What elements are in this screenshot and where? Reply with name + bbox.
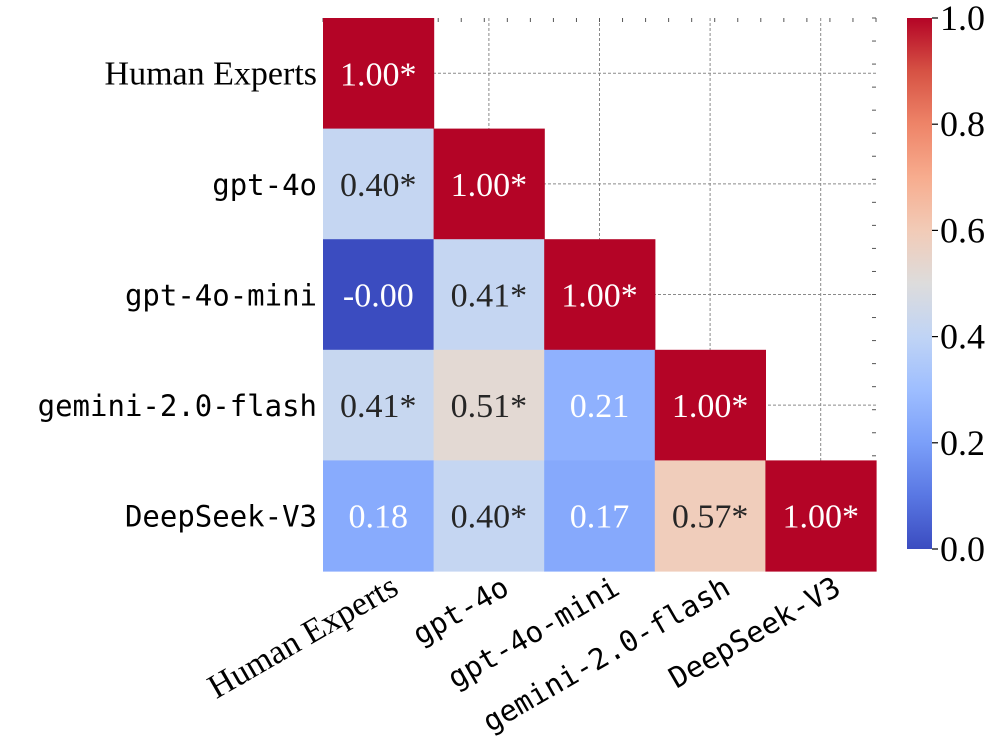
heatmap-cell-deepseek-v3-gpt-4o-mini bbox=[544, 460, 656, 572]
cell-label: 0.18 bbox=[349, 499, 409, 536]
heatmap-cell-gemini-2-0-flash-gemini-2-0-flash bbox=[654, 349, 766, 461]
heatmap-cell-gpt-4o-mini-human-experts bbox=[323, 239, 435, 351]
row-tick-labels: Human Experts gpt-4o gpt-4o-mini gemini-2.0… bbox=[38, 55, 317, 533]
cell-label: 1.00* bbox=[451, 167, 528, 204]
row-label-gpt-4o-mini: gpt-4o-mini bbox=[125, 279, 317, 313]
heatmap-cell-gpt-4o-mini-gpt-4o-mini bbox=[544, 239, 656, 351]
heatmap-cell-deepseek-v3-human-experts bbox=[323, 460, 435, 572]
cell-label: 1.00* bbox=[561, 278, 638, 315]
cell-label: 1.00* bbox=[340, 56, 417, 93]
column-tick-labels: Human Experts gpt-4ogpt-4o-minigemini-2.0… bbox=[202, 568, 846, 739]
heatmap-cell-human-experts-human-experts bbox=[323, 18, 435, 130]
cell-label: 0.57* bbox=[672, 499, 749, 536]
cell-label: 1.00* bbox=[782, 499, 859, 536]
cell-label: 1.00* bbox=[672, 388, 749, 425]
heatmap-cell-gemini-2-0-flash-gpt-4o-mini bbox=[544, 349, 656, 461]
column-label-human-experts: Human Experts bbox=[202, 568, 404, 706]
cell-label: 0.41* bbox=[340, 388, 417, 425]
row-label-deepseek-v3: DeepSeek-V3 bbox=[125, 500, 317, 534]
cell-value-labels: 1.00* 0.40* 1.00* -0.00 0.41* 1.00* 0.41* 0.51*… bbox=[340, 56, 859, 535]
colorbar-tick-label: 0.8 bbox=[940, 104, 985, 144]
colorbar-tick-label: 0.4 bbox=[940, 317, 985, 357]
heatmap-cell-deepseek-v3-deepseek-v3 bbox=[765, 460, 877, 572]
cell-label: -0.00 bbox=[343, 278, 414, 315]
cell-label: 0.21 bbox=[570, 388, 630, 425]
cell-label: 0.41* bbox=[451, 278, 528, 315]
colorbar-tick-label: 1.0 bbox=[940, 0, 985, 38]
heatmap-cell-gpt-4o-human-experts bbox=[323, 128, 435, 240]
heatmap-cell-gemini-2-0-flash-gpt-4o bbox=[433, 349, 545, 461]
row-label-gpt-4o: gpt-4o bbox=[212, 168, 317, 202]
cell-label: 0.40* bbox=[340, 167, 417, 204]
cell-label: 0.17 bbox=[570, 499, 630, 536]
heatmap-cell-gemini-2-0-flash-human-experts bbox=[323, 349, 435, 461]
colorbar-tick-label: 0.6 bbox=[940, 210, 985, 250]
colorbar-gradient bbox=[907, 18, 932, 549]
cell-label: 0.51* bbox=[451, 388, 528, 425]
colorbar-tick-label: 0.2 bbox=[940, 423, 985, 463]
colorbar: 0.0 0.2 0.4 0.6 0.8 1.0 bbox=[907, 0, 985, 569]
heatmap-cell-deepseek-v3-gemini-2-0-flash bbox=[654, 460, 766, 572]
heatmap-cell-gpt-4o-gpt-4o bbox=[433, 128, 545, 240]
row-label-human-experts: Human Experts bbox=[105, 55, 317, 92]
cell-label: 0.40* bbox=[451, 499, 528, 536]
heatmap-cell-gpt-4o-mini-gpt-4o bbox=[433, 239, 545, 351]
heatmap-cell-deepseek-v3-gpt-4o bbox=[433, 460, 545, 572]
heatmap-cells bbox=[323, 18, 877, 572]
colorbar-tick-label: 0.0 bbox=[940, 529, 985, 569]
row-label-gemini-2-0-flash: gemini-2.0-flash bbox=[38, 389, 317, 423]
